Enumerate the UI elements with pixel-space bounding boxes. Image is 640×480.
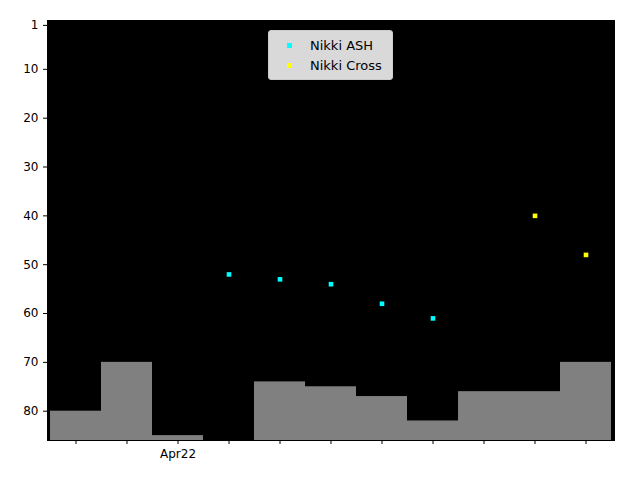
svg-text:60: 60 <box>23 306 38 320</box>
svg-text:40: 40 <box>23 209 38 223</box>
svg-text:10: 10 <box>23 62 38 76</box>
svg-text:70: 70 <box>23 355 38 369</box>
html-text:Nikki Cross: Nikki Cross <box>310 57 382 73</box>
svg-text:Apr22: Apr22 <box>160 447 196 461</box>
svg-text:30: 30 <box>23 160 38 174</box>
svg-text:1: 1 <box>31 18 39 32</box>
svg-text:80: 80 <box>23 404 38 418</box>
svg-text:20: 20 <box>23 111 38 125</box>
html-text:Nikki ASH: Nikki ASH <box>310 37 374 53</box>
svg-text:50: 50 <box>23 258 38 272</box>
